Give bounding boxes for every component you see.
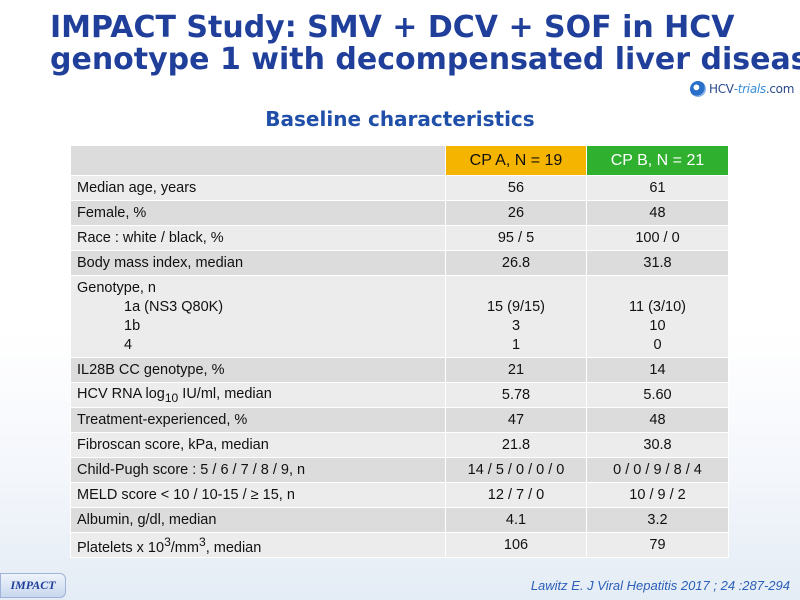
- genotype-sub-4: 4: [124, 336, 133, 353]
- row-label: Fibroscan score, kPa, median: [70, 432, 446, 458]
- row-label: HCV RNA log10 IU/ml, median: [70, 382, 446, 408]
- cp-b-value: 3.2: [586, 507, 729, 533]
- genotype-sub-1a: 1a (NS3 Q80K): [124, 298, 224, 315]
- row-label: Albumin, g/dl, median: [70, 507, 446, 533]
- section-subtitle: Baseline characteristics: [265, 107, 535, 131]
- globe-icon: [690, 81, 706, 97]
- cp-b-value: 31.8: [586, 250, 729, 276]
- hcv-trials-logo[interactable]: HCV-trials.com: [690, 78, 795, 100]
- table-row: Child-Pugh score : 5 / 6 / 7 / 8 / 9, n …: [70, 457, 729, 483]
- table-row: Platelets x 103/mm3, median 106 79: [70, 532, 729, 558]
- table-row: Race : white / black, % 95 / 5 100 / 0: [70, 225, 729, 251]
- cp-a-value: 21.8: [445, 432, 587, 458]
- table-row: Body mass index, median 26.8 31.8: [70, 250, 729, 276]
- row-label-genotype: Genotype, n 1a (NS3 Q80K) 1b 4: [70, 275, 446, 358]
- cp-a-value: 56: [445, 175, 587, 201]
- citation: Lawitz E. J Viral Hepatitis 2017 ; 24 :2…: [530, 578, 790, 593]
- cp-a-value: 12 / 7 / 0: [445, 482, 587, 508]
- cp-a-value: 47: [445, 407, 587, 433]
- label-text: Platelets x 10: [77, 539, 165, 556]
- table-row: Albumin, g/dl, median 4.1 3.2: [70, 507, 729, 533]
- row-label: Treatment-experienced, %: [70, 407, 446, 433]
- table-row-genotype: Genotype, n 1a (NS3 Q80K) 1b 4 15 (9/15)…: [70, 275, 729, 358]
- row-label: Platelets x 103/mm3, median: [70, 532, 446, 558]
- table-row: HCV RNA log10 IU/ml, median 5.78 5.60: [70, 382, 729, 408]
- cp-a-value: 21: [445, 357, 587, 383]
- label-superscript: 3: [164, 534, 171, 549]
- cp-a-value: 14 / 5 / 0 / 0 / 0: [445, 457, 587, 483]
- header-empty-cell: [70, 145, 446, 176]
- slide-title-line-2: genotype 1 with decompensated liver dise…: [50, 42, 800, 77]
- cp-b-value: 10 / 9 / 2: [586, 482, 729, 508]
- label-text-mid: /mm: [170, 539, 199, 556]
- cp-a-value: 95 / 5: [445, 225, 587, 251]
- table-header-row: CP A, N = 19 CP B, N = 21: [70, 145, 729, 176]
- logo-text: HCV-trials.com: [709, 82, 794, 96]
- row-label: Median age, years: [70, 175, 446, 201]
- row-label: Child-Pugh score : 5 / 6 / 7 / 8 / 9, n: [70, 457, 446, 483]
- table-row: IL28B CC genotype, % 21 14: [70, 357, 729, 383]
- header-cp-b: CP B, N = 21: [586, 145, 729, 176]
- baseline-characteristics-table: CP A, N = 19 CP B, N = 21 Median age, ye…: [70, 145, 729, 558]
- label-text: HCV RNA log: [77, 385, 165, 402]
- header-cp-a: CP A, N = 19: [445, 145, 587, 176]
- slide-title: IMPACT Study: SMV + DCV + SOF in HCV gen…: [50, 10, 800, 77]
- row-label: Female, %: [70, 200, 446, 226]
- cp-a-genotype-1b: 3: [511, 317, 521, 334]
- cp-b-genotype-1b: 10: [649, 317, 666, 334]
- cp-a-genotype-values: 15 (9/15) 3 1: [445, 275, 587, 358]
- label-text-end: , median: [205, 539, 262, 556]
- cp-b-value: 30.8: [586, 432, 729, 458]
- cp-a-value: 26.8: [445, 250, 587, 276]
- cp-a-value: 4.1: [445, 507, 587, 533]
- table-row: Fibroscan score, kPa, median 21.8 30.8: [70, 432, 729, 458]
- cp-b-value: 48: [586, 407, 729, 433]
- cp-b-value: 79: [586, 532, 729, 558]
- cp-b-value: 61: [586, 175, 729, 201]
- row-label: Race : white / black, %: [70, 225, 446, 251]
- row-label: MELD score < 10 / 10-15 / ≥ 15, n: [70, 482, 446, 508]
- row-label: IL28B CC genotype, %: [70, 357, 446, 383]
- cp-a-value: 26: [445, 200, 587, 226]
- cp-b-value: 0 / 0 / 9 / 8 / 4: [586, 457, 729, 483]
- logo-suffix: .com: [765, 82, 795, 96]
- cp-b-value: 48: [586, 200, 729, 226]
- label-superscript-2: 3: [198, 534, 206, 549]
- slide-title-line-1: IMPACT Study: SMV + DCV + SOF in HCV: [50, 10, 735, 45]
- cp-a-value: 106: [445, 532, 587, 558]
- genotype-sub-1b: 1b: [124, 317, 141, 334]
- label-subscript: 10: [164, 390, 179, 405]
- impact-badge: IMPACT: [0, 573, 66, 598]
- cp-b-value: 100 / 0: [586, 225, 729, 251]
- cp-b-genotype-1a: 11 (3/10): [629, 298, 686, 315]
- genotype-heading: Genotype, n: [77, 279, 156, 296]
- cp-b-value: 14: [586, 357, 729, 383]
- logo-prefix: HCV: [709, 82, 734, 96]
- table-row: Median age, years 56 61: [70, 175, 729, 201]
- cp-b-value: 5.60: [586, 382, 729, 408]
- cp-b-genotype-4: 0: [653, 336, 662, 353]
- table-row: Treatment-experienced, % 47 48: [70, 407, 729, 433]
- cp-a-value: 5.78: [445, 382, 587, 408]
- logo-middle: -trials: [733, 82, 766, 96]
- cp-a-genotype-4: 1: [511, 336, 521, 353]
- row-label: Body mass index, median: [70, 250, 446, 276]
- label-text-end: IU/ml, median: [178, 385, 272, 402]
- cp-b-genotype-values: 11 (3/10) 10 0: [586, 275, 729, 358]
- table-row: MELD score < 10 / 10-15 / ≥ 15, n 12 / 7…: [70, 482, 729, 508]
- table-row: Female, % 26 48: [70, 200, 729, 226]
- cp-a-genotype-1a: 15 (9/15): [486, 298, 546, 315]
